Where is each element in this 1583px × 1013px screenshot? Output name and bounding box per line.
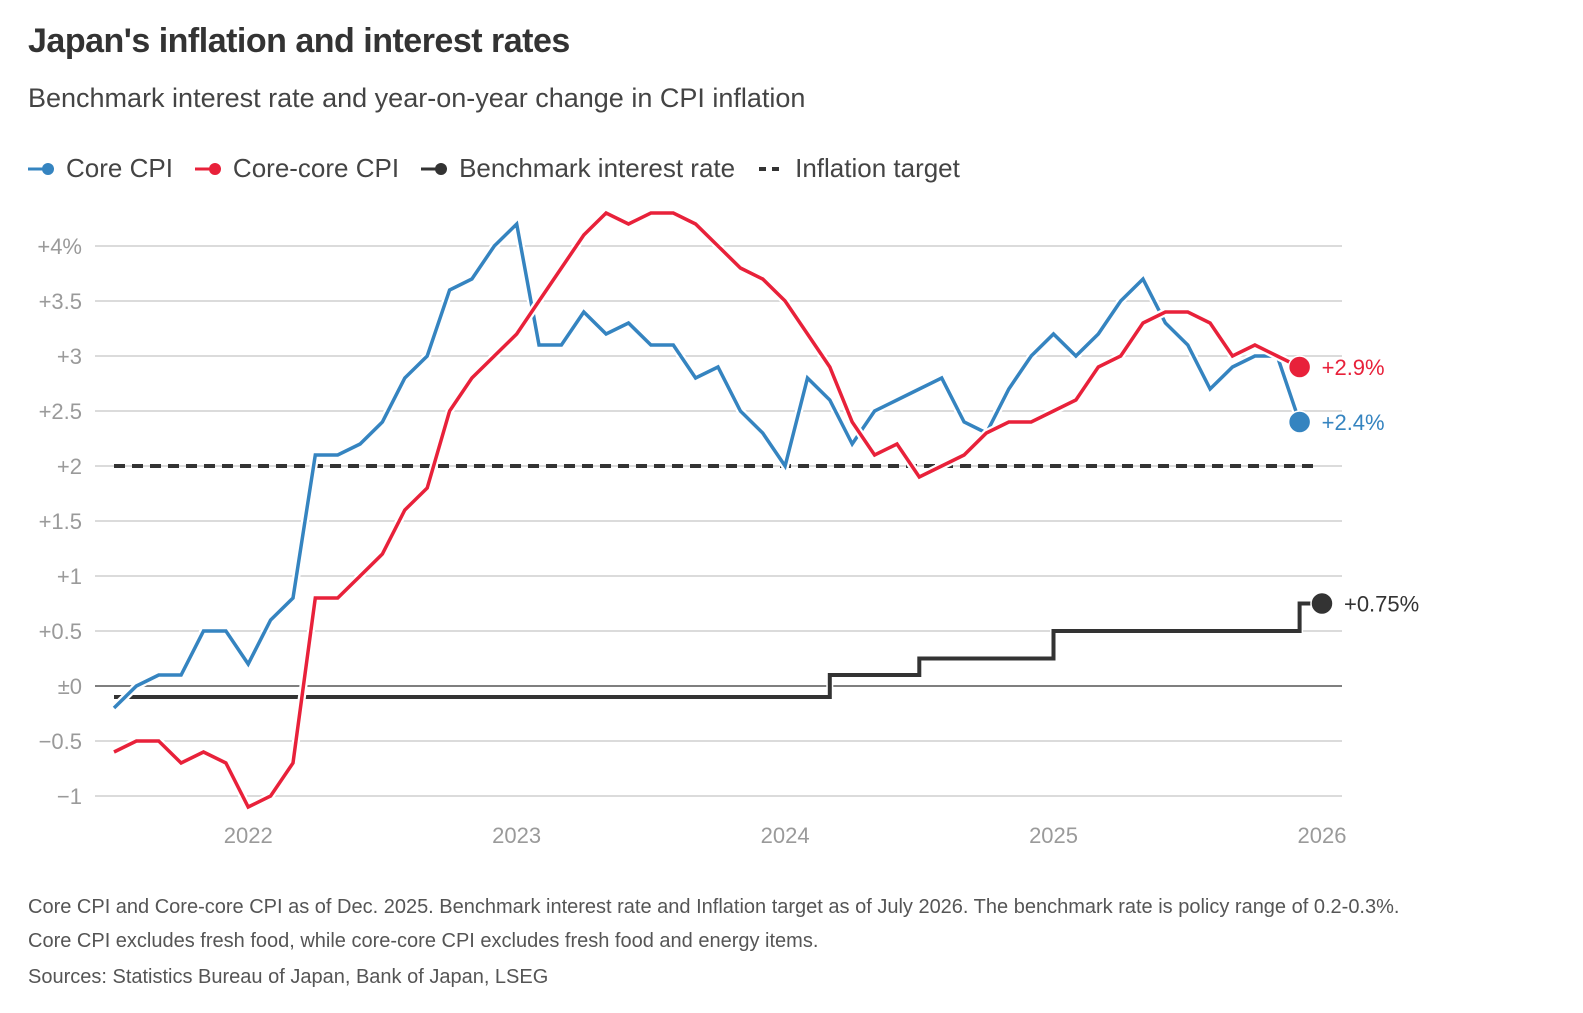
end-labels: +2.4% +2.9% +0.75% bbox=[1287, 355, 1419, 617]
y-tick-label: +1.5 bbox=[39, 509, 82, 534]
chart-title: Japan's inflation and interest rates bbox=[28, 22, 570, 60]
dashed-line-icon bbox=[759, 166, 786, 171]
x-tick-label: 2025 bbox=[1029, 823, 1078, 848]
y-tick-label: +3 bbox=[57, 344, 82, 369]
end-label: +2.9% bbox=[1322, 355, 1385, 380]
end-marker bbox=[1287, 410, 1312, 434]
legend-label: Inflation target bbox=[795, 153, 960, 183]
legend-label: Core-core CPI bbox=[232, 153, 400, 183]
benchmark-rate-line bbox=[114, 601, 1322, 699]
benchmark-rate-halo bbox=[114, 600, 1322, 701]
series-layer bbox=[111, 208, 1322, 813]
y-tick-label: +1 bbox=[57, 564, 82, 589]
y-tick-label: −1 bbox=[57, 784, 82, 809]
y-tick-label: +4% bbox=[37, 234, 82, 259]
legend-item-core-cpi: Core CPI bbox=[28, 153, 173, 184]
y-tick-label: +0.5 bbox=[39, 619, 82, 644]
line-dot-icon bbox=[421, 162, 448, 175]
y-tick-label: +3.5 bbox=[39, 289, 82, 314]
y-tick-label: ±0 bbox=[58, 674, 82, 699]
end-marker bbox=[1310, 591, 1334, 616]
end-marker bbox=[1287, 355, 1312, 379]
y-tick-label: +2.5 bbox=[39, 399, 82, 424]
x-tick-label: 2022 bbox=[224, 823, 273, 848]
line-dot-icon bbox=[194, 162, 221, 175]
x-tick-label: 2026 bbox=[1298, 823, 1347, 848]
gridlines bbox=[95, 245, 1342, 797]
legend: Core CPI Core-core CPI Benchmark interes… bbox=[28, 153, 982, 184]
legend-item-benchmark-rate: Benchmark interest rate bbox=[421, 153, 735, 184]
y-axis: +4% +3.5 +3 +2.5 +2 +1.5 +1 +0.5 ±0 −0.5 −1 bbox=[37, 234, 82, 809]
source-note: Sources: Statistics Bureau of Japan, Ban… bbox=[28, 966, 549, 988]
line-dot-icon bbox=[28, 162, 54, 175]
x-axis: 2022 2023 2024 2025 2026 bbox=[224, 823, 1347, 848]
legend-label: Benchmark interest rate bbox=[459, 153, 736, 183]
line-chart: +4%+3.5+3+2.5+2+1.5+1+0.5±0−0.5−1 2022 20… bbox=[37, 208, 1420, 848]
legend-label: Core CPI bbox=[66, 153, 173, 183]
chart-subtitle: Benchmark interest rate and year-on-year… bbox=[28, 83, 806, 113]
x-tick-label: 2024 bbox=[761, 823, 810, 848]
core-core-cpi-line bbox=[113, 210, 1301, 810]
end-label: +0.75% bbox=[1344, 592, 1419, 617]
legend-item-core-core-cpi: Core-core CPI bbox=[194, 153, 400, 184]
legend-item-inflation-target: Inflation target bbox=[757, 153, 960, 184]
end-label: +2.4% bbox=[1322, 410, 1385, 435]
core-cpi-line bbox=[112, 220, 1302, 710]
y-tick-label: −0.5 bbox=[39, 729, 82, 754]
x-tick-label: 2023 bbox=[492, 823, 541, 848]
y-tick-label: +2 bbox=[57, 454, 82, 479]
footnote: Core CPI and Core-core CPI as of Dec. 20… bbox=[28, 896, 1400, 952]
